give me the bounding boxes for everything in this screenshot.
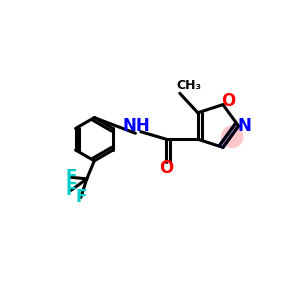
Text: CH₃: CH₃ [176, 79, 201, 92]
Text: F: F [75, 188, 86, 206]
Text: NH: NH [122, 117, 150, 135]
Text: O: O [221, 92, 236, 110]
Text: O: O [159, 159, 173, 177]
Ellipse shape [221, 125, 244, 148]
Text: F: F [65, 181, 77, 199]
Text: N: N [238, 117, 251, 135]
Text: F: F [65, 168, 77, 186]
